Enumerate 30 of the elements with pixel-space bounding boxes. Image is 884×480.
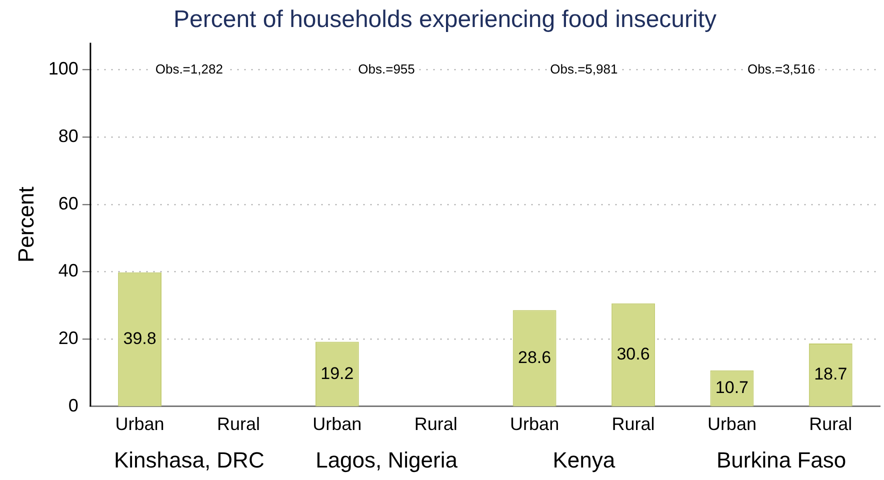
data-label: 30.6	[616, 344, 650, 364]
data-label: 39.8	[123, 329, 156, 348]
data-label: 19.2	[320, 364, 354, 383]
x-tick-label: Rural	[414, 414, 458, 434]
x-tick-label: Urban	[707, 414, 756, 434]
text: Lagos, Nigeria	[316, 447, 458, 472]
annotation: Obs.=3,516	[748, 61, 816, 76]
annotation: Obs.=955	[358, 61, 415, 76]
data-label: 18.7	[814, 364, 848, 384]
x-tick-label: Urban	[115, 414, 164, 434]
x-tick-label: Rural	[612, 414, 655, 434]
y-tick-label: 20	[58, 328, 78, 348]
text: Burkina Faso	[716, 447, 846, 472]
chart-title: Percent of households experiencing food insecurity	[174, 6, 716, 34]
data-label: 10.7	[715, 378, 749, 398]
x-tick-label: Rural	[809, 414, 852, 434]
annotation: Obs.=5,981	[550, 61, 618, 76]
x-tick-label: Urban	[312, 414, 362, 434]
x-tick-label: Urban	[510, 414, 560, 434]
data-label: 28.6	[518, 348, 552, 367]
annotation: Obs.=1,282	[155, 61, 223, 76]
y-axis-title: Percent	[13, 186, 38, 263]
text: Kinshasa, DRC	[114, 447, 264, 472]
y-tick-label: 40	[58, 260, 78, 281]
y-tick-label: 100	[48, 58, 78, 79]
text: Kenya	[552, 447, 616, 472]
y-tick-label: 80	[58, 126, 78, 146]
x-tick-label: Rural	[216, 414, 260, 434]
y-tick-label: 0	[68, 395, 78, 416]
y-tick-label: 60	[58, 193, 78, 214]
